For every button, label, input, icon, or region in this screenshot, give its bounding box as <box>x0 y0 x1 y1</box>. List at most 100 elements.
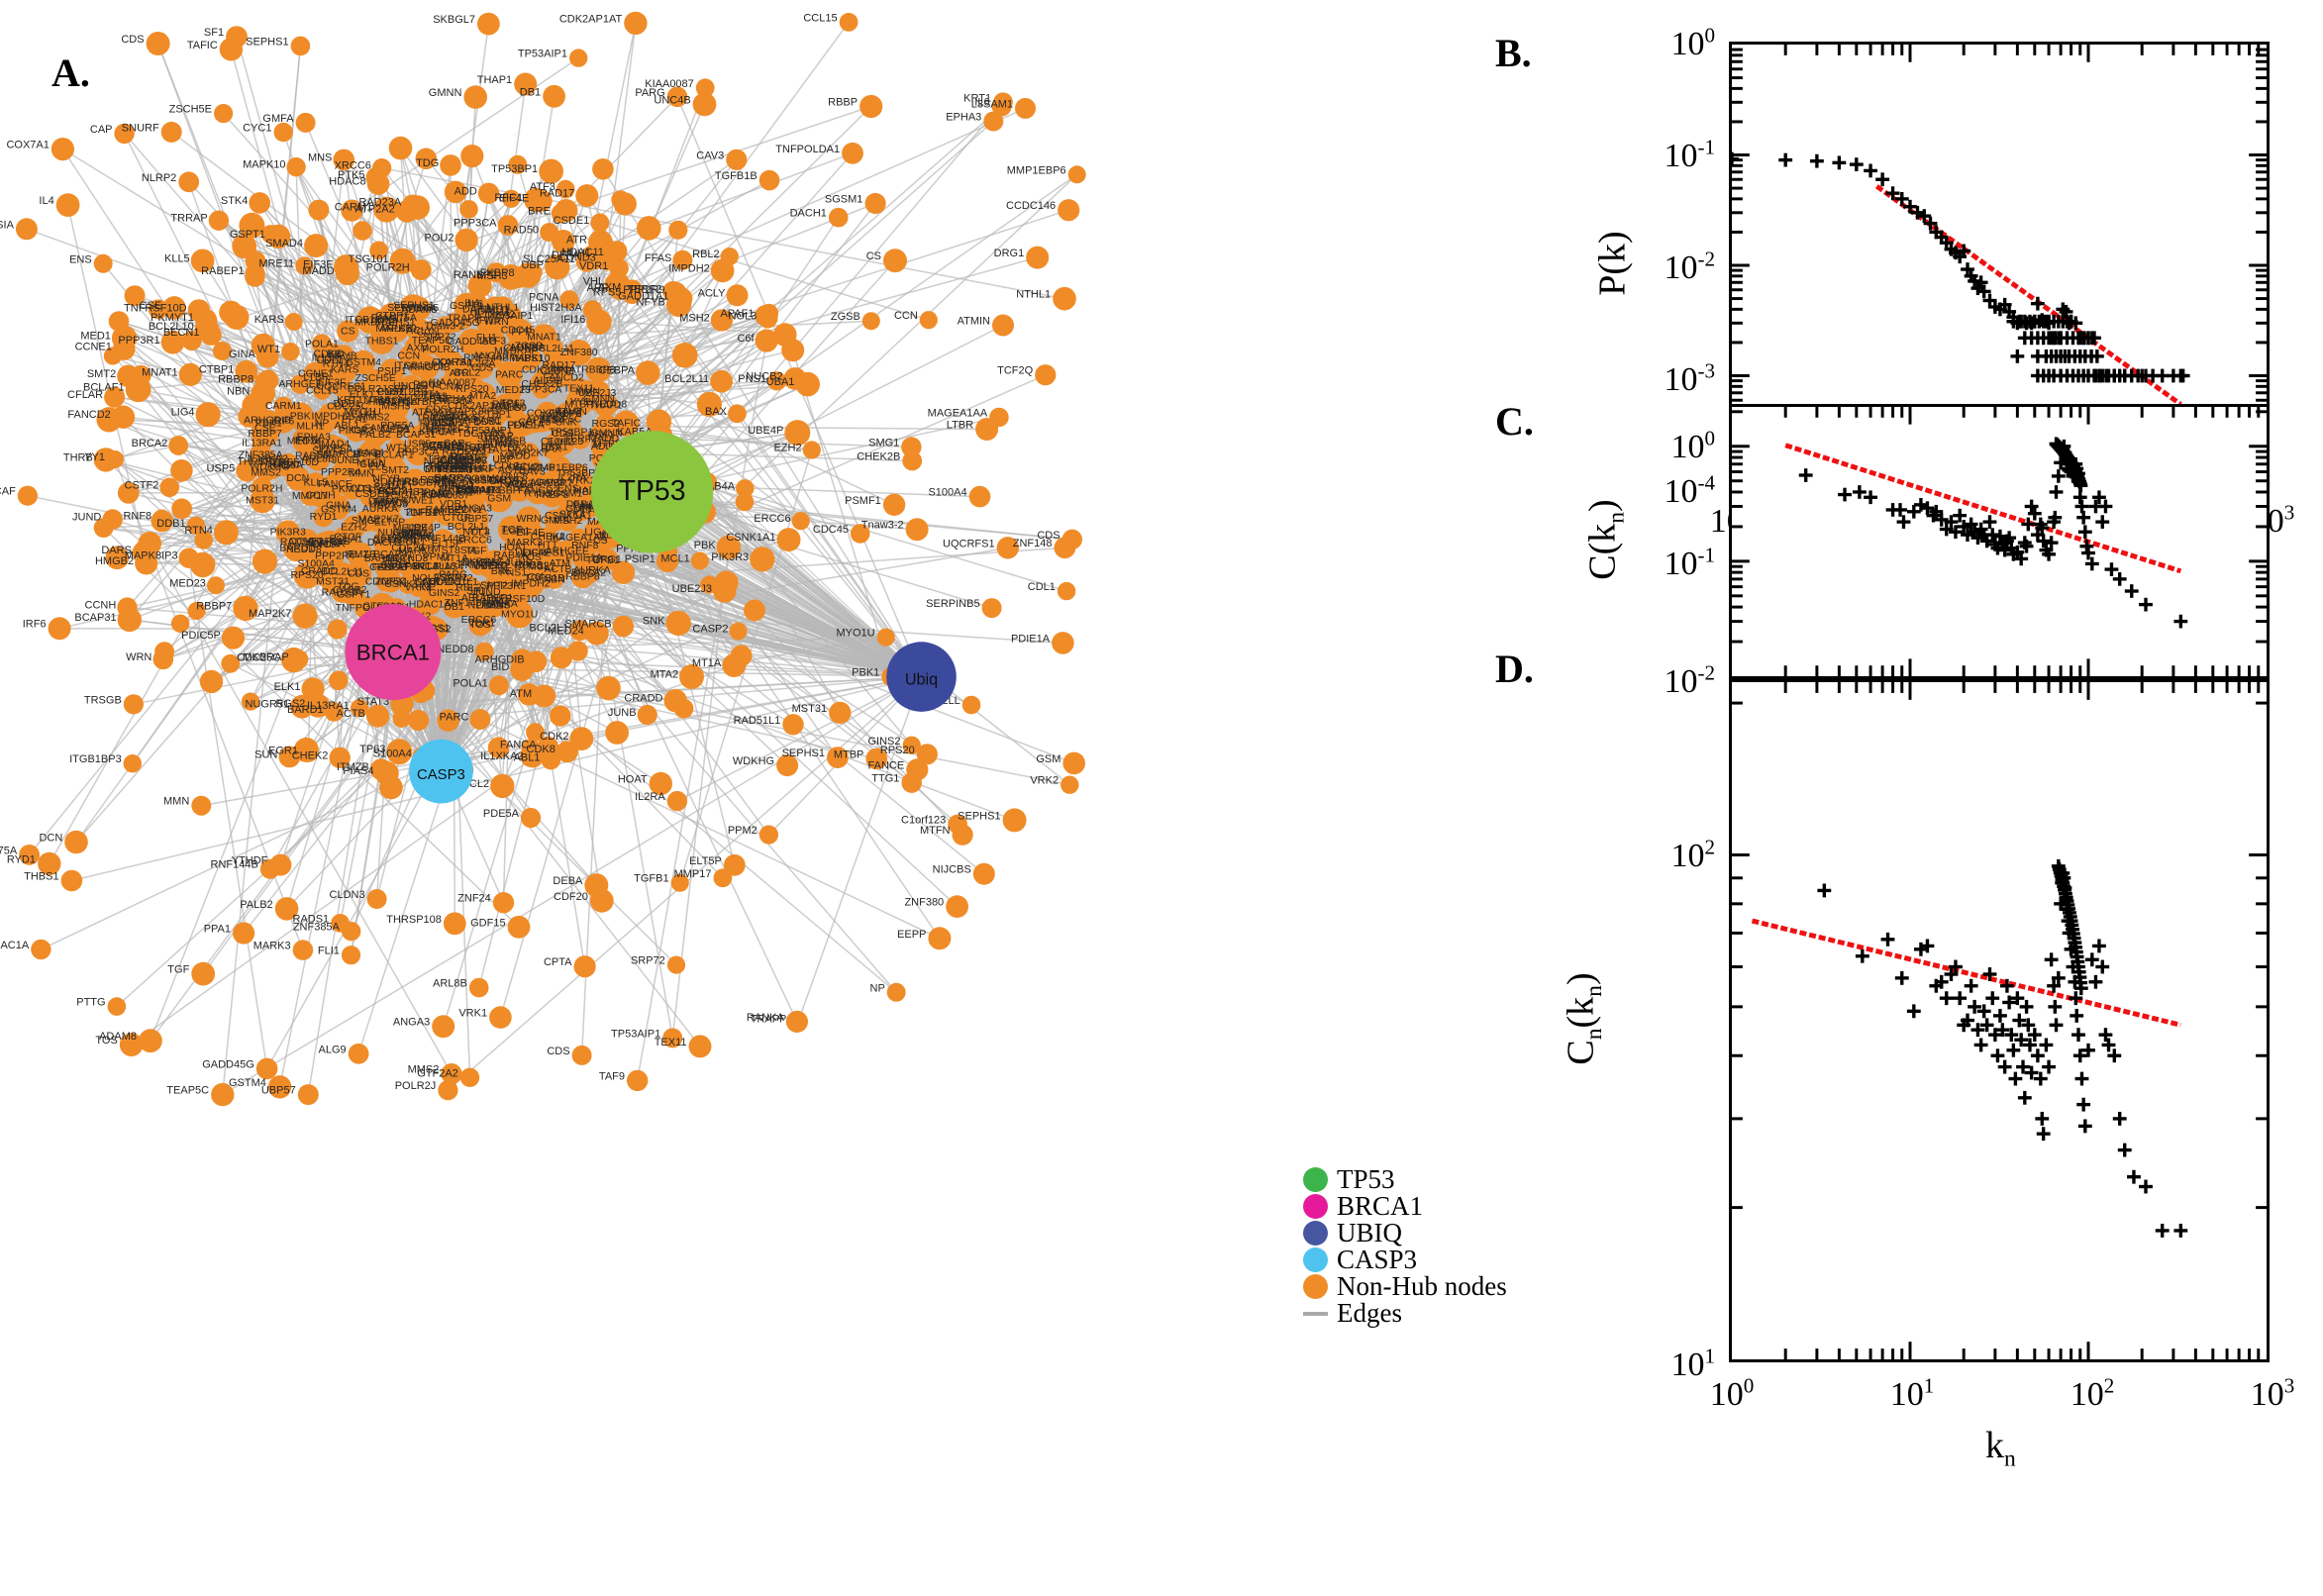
svg-text:PSIP1: PSIP1 <box>625 553 656 565</box>
svg-text:NBN: NBN <box>227 386 250 398</box>
svg-text:FANCD2: FANCD2 <box>67 409 110 421</box>
svg-text:MAPK10: MAPK10 <box>243 159 285 171</box>
svg-text:TNFRSF10D: TNFRSF10D <box>124 303 187 315</box>
svg-text:WT1: WT1 <box>257 344 280 355</box>
legend-label-nonhub: Non-Hub nodes <box>1337 1271 1507 1301</box>
svg-text:CCDC146: CCDC146 <box>1006 200 1056 212</box>
legend-swatch-edges <box>1303 1311 1328 1316</box>
svg-text:PSMF1: PSMF1 <box>845 495 881 507</box>
tick-label-y: 100 <box>1670 23 1715 62</box>
svg-text:MARK3: MARK3 <box>253 941 291 952</box>
svg-text:TGFB1: TGFB1 <box>634 873 668 885</box>
svg-text:SMG1: SMG1 <box>868 438 899 449</box>
svg-text:YTHDF: YTHDF <box>232 855 268 867</box>
svg-text:CDS: CDS <box>121 34 144 46</box>
svg-text:MAGEA1AA: MAGEA1AA <box>928 408 988 420</box>
svg-text:ZNF380: ZNF380 <box>904 897 944 909</box>
svg-text:MCL1: MCL1 <box>660 553 689 565</box>
svg-text:CDK2AP1AT: CDK2AP1AT <box>559 13 623 25</box>
svg-text:FKBP8: FKBP8 <box>480 267 515 279</box>
svg-text:FLI1: FLI1 <box>318 946 340 957</box>
svg-text:MTA2: MTA2 <box>651 669 679 681</box>
svg-text:TP53BP1: TP53BP1 <box>491 163 538 175</box>
svg-text:DCN: DCN <box>39 833 62 845</box>
svg-text:GSM: GSM <box>1036 753 1060 765</box>
svg-text:PBK1: PBK1 <box>852 667 879 679</box>
tick-label-y: 10-3 <box>1664 358 1715 398</box>
svg-text:CCNH: CCNH <box>85 600 117 612</box>
svg-text:DRG1: DRG1 <box>994 248 1025 259</box>
svg-text:TP53AIP1: TP53AIP1 <box>518 49 567 60</box>
svg-text:XRCC6: XRCC6 <box>335 160 371 172</box>
svg-text:HDAC1A: HDAC1A <box>0 940 30 951</box>
svg-text:PBK: PBK <box>694 540 717 551</box>
tick-label-x: 101 <box>1889 1373 1935 1413</box>
svg-text:ALG9: ALG9 <box>319 1044 347 1055</box>
svg-text:TEX11: TEX11 <box>655 1037 687 1048</box>
legend-item-edges: Edges <box>1303 1300 1481 1327</box>
svg-text:MNAT1: MNAT1 <box>142 366 177 378</box>
svg-text:CPTA: CPTA <box>544 956 572 968</box>
tick-label-y: 10-1 <box>1664 135 1715 174</box>
svg-text:TRRAP: TRRAP <box>170 213 207 225</box>
svg-text:BCAP31: BCAP31 <box>74 612 116 624</box>
svg-text:HMGB2: HMGB2 <box>95 555 134 567</box>
svg-text:TERF2: TERF2 <box>627 283 661 295</box>
svg-text:RBL2: RBL2 <box>692 249 720 260</box>
svg-text:RBBP8: RBBP8 <box>218 373 253 385</box>
svg-text:THRB: THRB <box>63 451 93 463</box>
tick-label-x: 100 <box>1709 1373 1755 1413</box>
svg-text:PPP3R1: PPP3R1 <box>118 335 159 347</box>
svg-text:TCF2Q: TCF2Q <box>997 365 1034 377</box>
svg-text:MNS: MNS <box>308 151 332 163</box>
panel-a-network: A. ARL8B TAF9 GMFA ALG9 MAGEA1AA RNF144B C1orf… <box>0 11 1086 1107</box>
svg-text:IFI16: IFI16 <box>560 314 585 326</box>
legend-swatch-tp53 <box>1303 1167 1328 1192</box>
svg-text:ENS: ENS <box>69 253 92 265</box>
svg-text:MT1A: MT1A <box>692 657 722 669</box>
svg-text:CSDE1: CSDE1 <box>554 215 590 227</box>
svg-text:S100A4: S100A4 <box>928 487 966 499</box>
svg-text:LTBR: LTBR <box>947 420 973 432</box>
svg-text:EZH2: EZH2 <box>773 443 801 454</box>
svg-text:RANKA: RANKA <box>747 1012 785 1024</box>
svg-text:NP: NP <box>870 982 885 994</box>
svg-text:THAP1: THAP1 <box>477 74 512 86</box>
svg-text:POLR2J: POLR2J <box>395 1080 437 1092</box>
svg-text:BID: BID <box>491 661 509 673</box>
svg-text:UBE4P: UBE4P <box>748 425 783 437</box>
svg-text:ST8SIA: ST8SIA <box>0 219 15 231</box>
svg-text:SERPINB5: SERPINB5 <box>926 598 979 610</box>
svg-text:MMP17: MMP17 <box>674 868 712 880</box>
svg-text:ZGSB: ZGSB <box>831 311 860 323</box>
svg-text:IMPDH2: IMPDH2 <box>668 262 710 274</box>
svg-text:SNURF: SNURF <box>122 122 159 134</box>
svg-text:RBBP: RBBP <box>828 97 858 109</box>
legend-item-brca1: BRCA1 <box>1303 1193 1481 1220</box>
svg-text:CDC45: CDC45 <box>813 524 849 536</box>
panel-c-chart <box>1732 407 2267 676</box>
svg-text:PDIC5P: PDIC5P <box>181 630 221 642</box>
svg-text:TAF9: TAF9 <box>599 1070 625 1082</box>
svg-text:RBBP7: RBBP7 <box>196 600 232 612</box>
svg-text:GADD45G: GADD45G <box>202 1058 254 1070</box>
svg-text:LIG4: LIG4 <box>171 407 195 419</box>
tick-label-y: 10-2 <box>1664 247 1715 286</box>
svg-text:CAP: CAP <box>90 124 113 136</box>
svg-text:RAD50: RAD50 <box>504 225 539 237</box>
svg-text:ADD: ADD <box>454 185 477 197</box>
svg-text:PIAS4: PIAS4 <box>343 765 373 777</box>
svg-text:RFC1: RFC1 <box>494 192 523 204</box>
svg-text:CHEK2: CHEK2 <box>292 749 329 761</box>
legend-swatch-casp3 <box>1303 1247 1328 1272</box>
svg-text:IL6: IL6 <box>974 97 989 109</box>
svg-text:CS: CS <box>866 250 881 262</box>
svg-text:TRSGB: TRSGB <box>84 694 122 706</box>
legend-label-brca1: BRCA1 <box>1337 1191 1424 1221</box>
svg-text:HDAC8: HDAC8 <box>329 176 365 188</box>
tick-label-y: 10-4 <box>1664 470 1715 510</box>
svg-text:SRP72: SRP72 <box>631 955 665 967</box>
svg-text:FFAS: FFAS <box>645 252 672 264</box>
svg-text:RBBP8: RBBP8 <box>581 364 616 376</box>
